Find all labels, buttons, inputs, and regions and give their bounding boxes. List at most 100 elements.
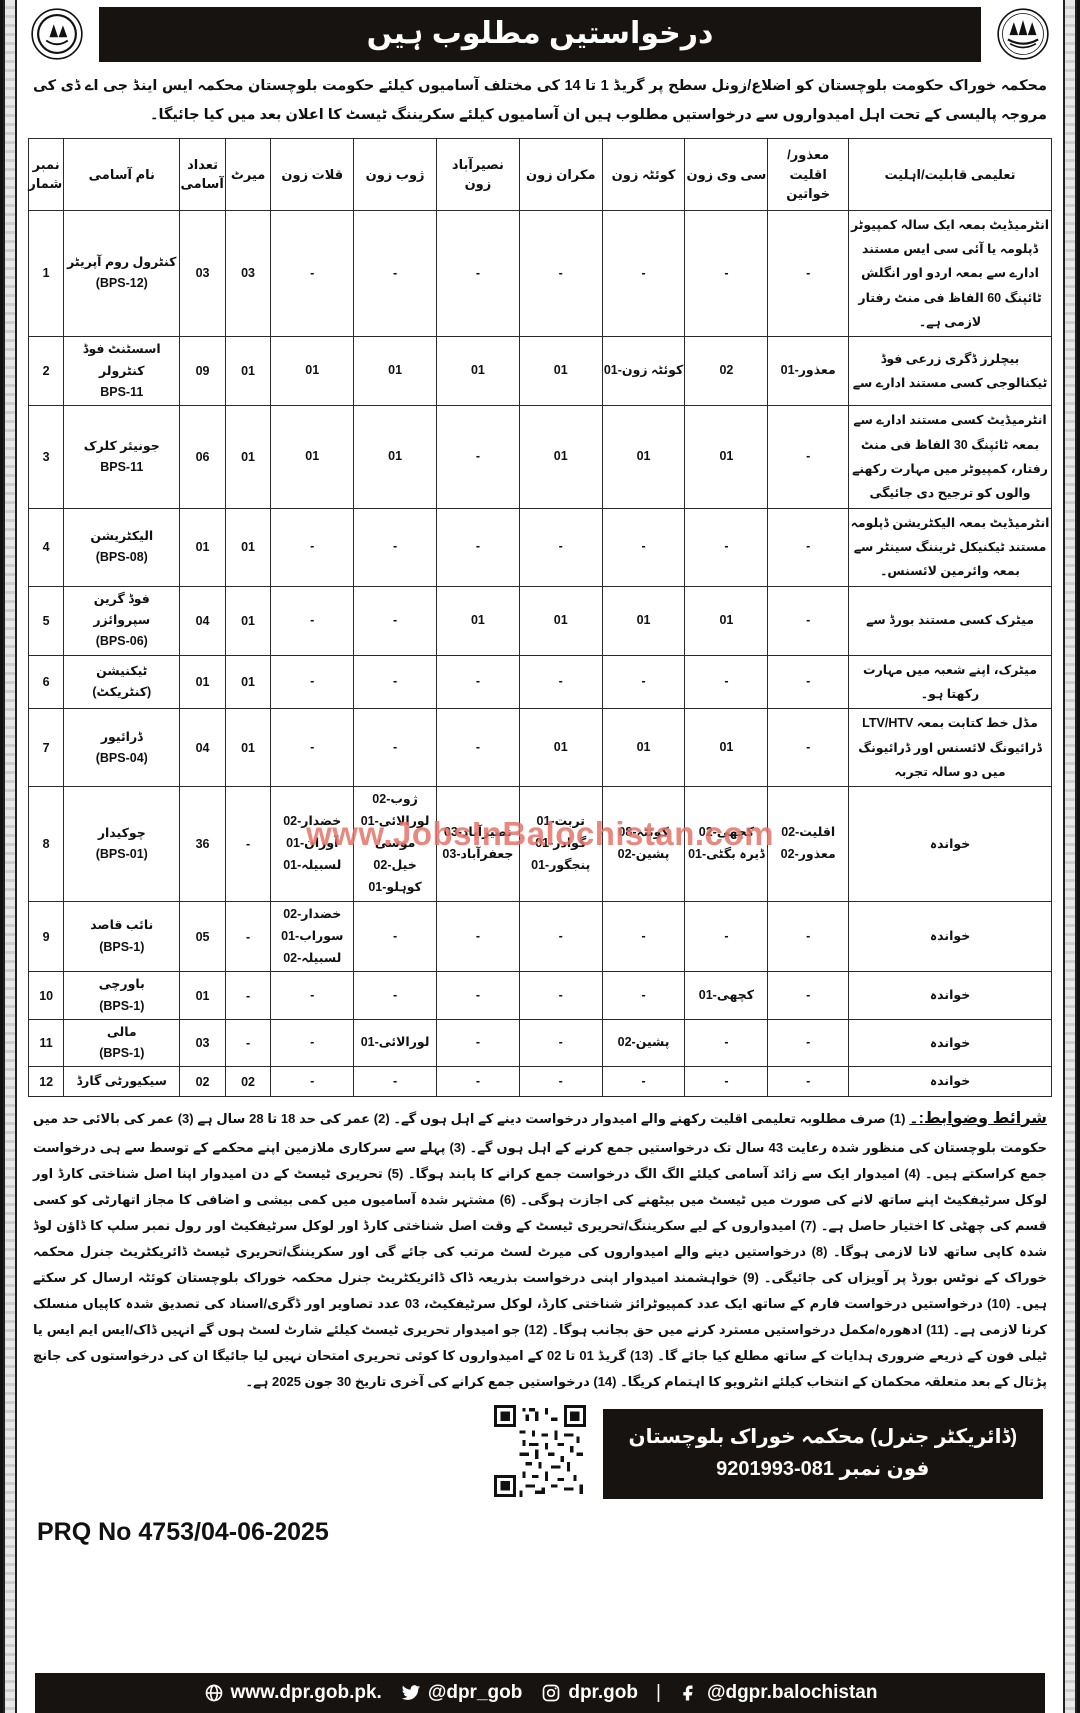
cell-post-name: کنٹرول روم آپریٹر (BPS-12) [63, 209, 181, 338]
cell-count: 01 [179, 507, 226, 587]
cell-quetta-zone: پشین-02 [601, 1018, 686, 1068]
header-bar: درخواستیں مطلوب ہیں [19, 0, 1061, 66]
cell-kalat-zone: - [270, 209, 355, 338]
twitter-link[interactable]: @dpr_gob [400, 1682, 523, 1704]
cell-nasirabad-zone: نصیرآباد-03 جعفرآباد-03 [436, 786, 520, 902]
post-bps: (BPS-12) [95, 276, 148, 291]
post-bps: (کنٹریکٹ) [92, 684, 152, 699]
table-row: خواندہ - - - - - - -02 02 سیکیورٹی گارڈ 12 [27, 1066, 1052, 1097]
facebook-link[interactable]: @dgpr.balochistan [679, 1682, 878, 1704]
cell-sr-no: 9 [27, 900, 65, 973]
cell-cv-zone: 01 [684, 708, 769, 788]
cell-merit: 01 [224, 405, 272, 509]
cell-kalat-zone: خضدار-02 آوران-01 لسبیلہ-01 [270, 786, 355, 902]
right-edge-rail [1063, 0, 1077, 1713]
header-quetta-zone: کوئٹہ زون [601, 138, 686, 211]
cell-merit: 01 [224, 708, 272, 788]
cell-nasirabad-zone: 01 [436, 585, 520, 656]
cell-kalat-zone: - [270, 971, 355, 1020]
cell-quetta-zone: 01 [601, 708, 686, 788]
header-zhob-zone: ژوب زون [353, 138, 437, 211]
cell-disabled-minority: - [767, 900, 850, 973]
cell-count: 03 [179, 1018, 226, 1068]
cell-post-name: الیکٹریشن (BPS-08) [63, 507, 181, 587]
cell-post-name: نائب قاصد (BPS-1) [63, 900, 181, 973]
instagram-label: dpr.gob [568, 1682, 638, 1703]
cell-education: بیچلرز ڈگری زرعی فوڈ ٹیکنالوجی کسی مستند… [848, 336, 1052, 407]
cell-nasirabad-zone: - [436, 654, 520, 710]
cell-education: میٹرک، اپنے شعبہ میں مہارت رکھتا ہو۔ [848, 654, 1052, 710]
header-education: تعلیمی قابلیت/اہلیت [848, 138, 1052, 211]
cell-makran-zone: - [518, 900, 603, 973]
facebook-label: @dgpr.balochistan [706, 1682, 878, 1703]
post-bps: (BPS-1) [99, 1046, 145, 1061]
cell-sr-no: 4 [27, 507, 65, 587]
cell-kalat-zone: - [270, 1066, 355, 1097]
cell-kalat-zone: - [270, 585, 355, 656]
cell-kalat-zone: 01 [270, 336, 355, 407]
cell-count: 36 [179, 786, 226, 902]
post-bps: BPS-11 [100, 384, 144, 399]
post-title: جونیئر کلرک [83, 438, 160, 453]
cell-education: خواندہ [848, 900, 1052, 973]
twitter-label: @dpr_gob [427, 1682, 523, 1703]
cell-count: 06 [179, 405, 226, 509]
cell-sr-no: 2 [27, 336, 65, 407]
cell-cv-zone: 02 [684, 336, 769, 407]
cell-cv-zone: - [684, 209, 769, 338]
cell-education: انٹرمیڈیٹ کسی مستند ادارے سے بمعہ ٹائپنگ… [848, 405, 1052, 509]
cell-cv-zone: - [684, 900, 769, 973]
cell-merit: - [224, 900, 272, 973]
cell-education: خواندہ [848, 786, 1052, 902]
prq-number: PRQ No 4753/04-06-2025 [37, 1517, 329, 1546]
left-edge-rail [3, 0, 17, 1713]
table-row: انٹرمیڈیٹ بمعہ ایک سالہ کمپیوٹر ڈپلومہ ی… [27, 209, 1052, 338]
cell-quetta-zone: - [601, 900, 686, 973]
table-row: خواندہ - - پشین-02- - لورالائی-01- -03 مالی (BPS… [27, 1018, 1052, 1068]
cell-cv-zone: - [684, 654, 769, 710]
cell-nasirabad-zone: - [436, 900, 520, 973]
vacancies-table: تعلیمی قابلیت/اہلیت معذور/اقلیت خواتین س… [27, 138, 1052, 1097]
post-bps: BPS-11 [100, 459, 144, 474]
signature-authority: (ڈائریکٹر جنرل) محکمہ خوراک بلوچستان [628, 1425, 1017, 1448]
cell-sr-no: 7 [27, 708, 65, 788]
website-link[interactable]: www.dpr.gob.pk. [203, 1682, 382, 1704]
cell-merit: 01 [224, 585, 272, 656]
cell-nasirabad-zone: - [436, 405, 520, 509]
instagram-link[interactable]: dpr.gob [540, 1682, 638, 1704]
cell-disabled-minority: - [767, 585, 850, 656]
cell-education: مڈل خط کتابت بمعہ LTV/HTV ڈرائیونگ لائسن… [848, 708, 1052, 788]
post-title: نائب قاصد [90, 918, 154, 933]
cell-zhob-zone: - [353, 708, 437, 788]
post-title: مالی [106, 1024, 137, 1039]
cell-merit: - [224, 1018, 272, 1068]
cell-disabled-minority: - [767, 1018, 850, 1068]
cell-quetta-zone: کوئٹہ زون-01 [601, 336, 686, 407]
cell-disabled-minority: - [767, 405, 850, 509]
cell-makran-zone: 01 [518, 708, 603, 788]
cell-zhob-zone: - [353, 507, 437, 587]
twitter-icon [400, 1682, 422, 1704]
cell-sr-no: 11 [27, 1018, 65, 1068]
cell-quetta-zone: 01 [601, 405, 686, 509]
cell-nasirabad-zone: - [436, 708, 520, 788]
cell-sr-no: 6 [27, 654, 65, 710]
cell-makran-zone: - [518, 1018, 603, 1068]
cell-zhob-zone: 01 [353, 336, 437, 407]
qr-code-icon[interactable] [494, 1404, 586, 1497]
cell-post-name: ڈرائیور (BPS-04) [63, 708, 181, 788]
cell-disabled-minority: اقلیت-02 معذور-02 [767, 786, 850, 902]
cell-post-name: اسسٹنٹ فوڈ کنٹرولر BPS-11 [63, 336, 181, 407]
cell-post-name: باورچی (BPS-1) [63, 971, 181, 1020]
cell-merit: 03 [224, 209, 272, 338]
cell-education: انٹرمیڈیٹ بمعہ ایک سالہ کمپیوٹر ڈپلومہ ی… [848, 209, 1052, 338]
cell-count: 02 [179, 1066, 226, 1097]
conditions-text: (1) صرف مطلوبہ تعلیمی اقلیت رکھنے والے ا… [33, 1110, 1048, 1389]
post-title: باورچی [98, 977, 145, 992]
header-cv-zone: سی وی زون [684, 138, 769, 211]
cell-makran-zone: - [518, 1066, 603, 1097]
cell-nasirabad-zone: - [436, 507, 520, 587]
cell-cv-zone: 01 [684, 405, 769, 509]
table-header-row: تعلیمی قابلیت/اہلیت معذور/اقلیت خواتین س… [27, 138, 1052, 211]
cell-makran-zone: 01 [518, 405, 603, 509]
